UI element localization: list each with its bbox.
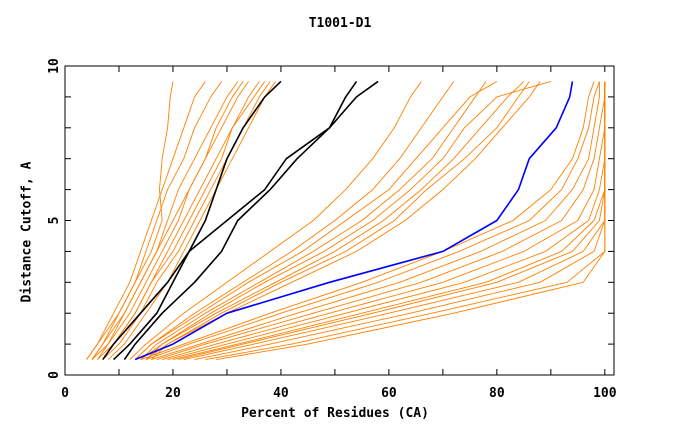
black-series-line (102, 80, 282, 361)
y-tick-label: 10 (47, 58, 62, 74)
orange-series-line (97, 81, 249, 360)
orange-series-line (134, 81, 498, 360)
orange-series-line (129, 81, 422, 360)
orange-series-line (151, 81, 541, 360)
orange-series-line (151, 81, 600, 360)
orange-series-line (178, 81, 606, 360)
x-tick-label: 0 (61, 386, 69, 401)
orange-series-line (86, 81, 174, 360)
x-axis-label: Percent of Residues (CA) (241, 406, 429, 421)
orange-series-line (145, 81, 525, 360)
orange-series-line (91, 81, 244, 360)
orange-series-line (140, 81, 487, 360)
x-tick-label: 40 (273, 386, 289, 401)
x-tick-label: 60 (381, 386, 397, 401)
orange-series-line (107, 81, 276, 360)
x-tick-label: 80 (489, 386, 505, 401)
orange-series-line (91, 81, 239, 360)
y-tick-label: 0 (47, 371, 62, 379)
orange-series-line (134, 81, 455, 360)
orange-series-line (140, 81, 595, 360)
orange-series-line (156, 81, 606, 360)
black-series-line (113, 80, 358, 361)
orange-series-line (167, 81, 606, 360)
orange-series-line (145, 81, 530, 360)
x-tick-label: 100 (593, 386, 617, 401)
blue-series-line (134, 81, 574, 361)
y-tick-label: 5 (47, 217, 62, 225)
orange-series-line (140, 81, 551, 360)
orange-series-line (102, 81, 271, 360)
x-tick-label: 20 (165, 386, 181, 401)
chart-title: T1001-D1 (308, 16, 372, 31)
orange-series-line (86, 81, 206, 360)
orange-series-line (102, 81, 266, 360)
black-series-line (123, 80, 379, 361)
orange-series-line (145, 81, 600, 360)
orange-series-line (91, 81, 222, 360)
